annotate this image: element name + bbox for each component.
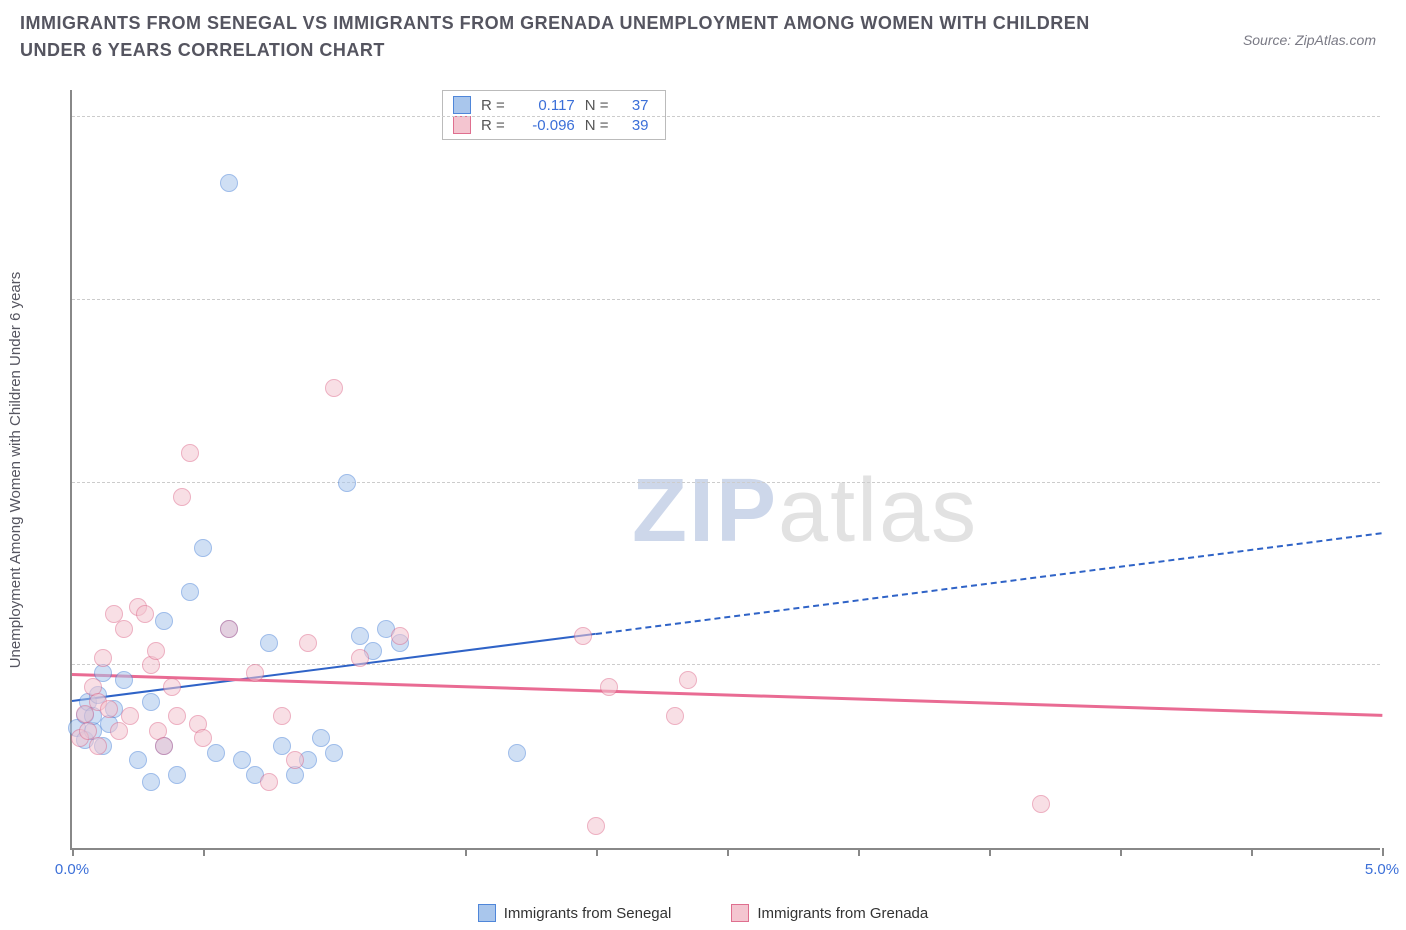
data-point — [574, 627, 592, 645]
data-point — [286, 751, 304, 769]
data-point — [600, 678, 618, 696]
data-point — [147, 642, 165, 660]
ytick-label: 50.0% — [1390, 92, 1406, 109]
data-point — [155, 612, 173, 630]
xtick — [1382, 848, 1384, 856]
data-point — [299, 634, 317, 652]
corr-r-label: R = — [481, 97, 505, 114]
gridline — [72, 299, 1380, 300]
corr-row-grenada: R = -0.096 N = 39 — [453, 115, 649, 135]
legend-item-grenada: Immigrants from Grenada — [731, 904, 928, 922]
data-point — [508, 744, 526, 762]
data-point — [220, 174, 238, 192]
gridline — [72, 116, 1380, 117]
xtick — [596, 848, 598, 856]
data-point — [338, 474, 356, 492]
data-point — [679, 671, 697, 689]
corr-r-label: R = — [481, 117, 505, 134]
y-axis-label: Unemployment Among Women with Children U… — [7, 90, 24, 850]
data-point — [260, 773, 278, 791]
xtick — [1251, 848, 1253, 856]
scatter-plot: ZIPatlas R = 0.117 N = 37 R = -0.096 N =… — [70, 90, 1380, 850]
data-point — [181, 583, 199, 601]
legend-item-senegal: Immigrants from Senegal — [478, 904, 672, 922]
swatch-senegal-icon — [478, 904, 496, 922]
data-point — [1032, 795, 1050, 813]
data-point — [666, 707, 684, 725]
xtick — [989, 848, 991, 856]
data-point — [351, 627, 369, 645]
corr-n-label: N = — [585, 97, 609, 114]
data-point — [351, 649, 369, 667]
data-point — [168, 707, 186, 725]
corr-n-senegal: 37 — [619, 97, 649, 114]
data-point — [181, 444, 199, 462]
data-point — [173, 488, 191, 506]
trend-line — [596, 532, 1382, 635]
data-point — [89, 737, 107, 755]
data-point — [391, 627, 409, 645]
data-point — [587, 817, 605, 835]
xtick-label: 5.0% — [1365, 861, 1399, 878]
xtick — [465, 848, 467, 856]
corr-n-grenada: 39 — [619, 117, 649, 134]
watermark-atlas: atlas — [778, 461, 978, 561]
data-point — [273, 707, 291, 725]
plot-area: ZIPatlas R = 0.117 N = 37 R = -0.096 N =… — [70, 90, 1380, 850]
ytick-label: 25.0% — [1390, 457, 1406, 474]
xtick — [72, 848, 74, 856]
data-point — [115, 620, 133, 638]
swatch-senegal — [453, 96, 471, 114]
data-point — [129, 751, 147, 769]
data-point — [233, 751, 251, 769]
chart-header: IMMIGRANTS FROM SENEGAL VS IMMIGRANTS FR… — [20, 10, 1386, 80]
data-point — [155, 737, 173, 755]
ytick-label: 12.5% — [1390, 640, 1406, 657]
xtick — [727, 848, 729, 856]
corr-n-label: N = — [585, 117, 609, 134]
corr-row-senegal: R = 0.117 N = 37 — [453, 95, 649, 115]
watermark: ZIPatlas — [632, 460, 978, 563]
data-point — [325, 744, 343, 762]
data-point — [312, 729, 330, 747]
data-point — [220, 620, 238, 638]
data-point — [142, 773, 160, 791]
data-point — [246, 664, 264, 682]
corr-r-senegal: 0.117 — [515, 97, 575, 114]
data-point — [194, 729, 212, 747]
corr-r-grenada: -0.096 — [515, 117, 575, 134]
xtick — [203, 848, 205, 856]
legend-label-senegal: Immigrants from Senegal — [504, 905, 672, 922]
chart-title: IMMIGRANTS FROM SENEGAL VS IMMIGRANTS FR… — [20, 10, 1120, 64]
correlation-legend: R = 0.117 N = 37 R = -0.096 N = 39 — [442, 90, 666, 140]
data-point — [194, 539, 212, 557]
data-point — [94, 649, 112, 667]
data-point — [207, 744, 225, 762]
data-point — [142, 693, 160, 711]
watermark-zip: ZIP — [632, 461, 778, 561]
xtick — [858, 848, 860, 856]
series-legend: Immigrants from Senegal Immigrants from … — [0, 904, 1406, 922]
xtick-label: 0.0% — [55, 861, 89, 878]
data-point — [115, 671, 133, 689]
xtick — [1120, 848, 1122, 856]
swatch-grenada-icon — [731, 904, 749, 922]
data-point — [121, 707, 139, 725]
legend-label-grenada: Immigrants from Grenada — [757, 905, 928, 922]
data-point — [325, 379, 343, 397]
data-point — [136, 605, 154, 623]
trend-line — [72, 673, 1382, 717]
data-point — [163, 678, 181, 696]
gridline — [72, 664, 1380, 665]
source-credit: Source: ZipAtlas.com — [1243, 32, 1376, 48]
data-point — [168, 766, 186, 784]
swatch-grenada — [453, 116, 471, 134]
data-point — [100, 700, 118, 718]
data-point — [273, 737, 291, 755]
ytick-label: 37.5% — [1390, 274, 1406, 291]
data-point — [260, 634, 278, 652]
gridline — [72, 482, 1380, 483]
